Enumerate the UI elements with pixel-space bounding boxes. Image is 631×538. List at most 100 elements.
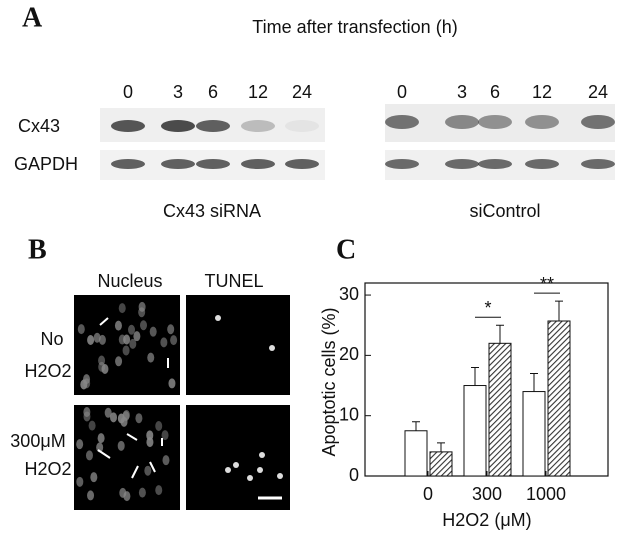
bar	[547, 320, 571, 477]
nucleus	[139, 320, 147, 331]
nucleus	[155, 421, 163, 432]
band	[196, 159, 230, 169]
nucleus	[77, 324, 85, 335]
nucleus	[117, 440, 125, 451]
nucleus	[118, 334, 126, 345]
x-axis-label: H2O2 (μM)	[442, 510, 531, 530]
x-tick-label: 300	[472, 484, 502, 504]
band	[445, 115, 479, 129]
band	[111, 159, 145, 169]
nucleus	[83, 411, 91, 422]
band	[161, 120, 195, 132]
x-tick-label: 0	[423, 484, 433, 504]
band	[581, 159, 615, 169]
band	[285, 120, 319, 132]
band	[161, 159, 195, 169]
band	[478, 159, 512, 169]
nucleus	[146, 437, 154, 448]
bar	[404, 430, 428, 477]
nucleus	[83, 378, 91, 389]
tunel-spot	[225, 467, 231, 473]
panel-label: C	[336, 234, 356, 265]
tunel-spot	[215, 315, 221, 321]
lane-label: 24	[292, 82, 312, 102]
row-label: No	[40, 329, 63, 349]
lane-label: 3	[457, 82, 467, 102]
nucleus	[161, 430, 169, 441]
nucleus	[129, 338, 137, 349]
group-label: Cx43 siRNA	[163, 201, 261, 221]
tunel-spot	[233, 462, 239, 468]
nucleus	[76, 476, 84, 487]
nucleus	[138, 487, 146, 498]
column-label: TUNEL	[204, 271, 263, 291]
nucleus	[76, 439, 84, 450]
nucleus	[123, 491, 131, 502]
band	[478, 115, 512, 129]
nucleus	[147, 352, 155, 363]
band	[581, 115, 615, 129]
lane-label: 6	[490, 82, 500, 102]
band	[241, 159, 275, 169]
lane-label: 24	[588, 82, 608, 102]
nucleus	[93, 332, 101, 343]
nucleus	[118, 303, 126, 314]
nucleus	[133, 331, 141, 342]
band	[196, 120, 230, 132]
significance: **	[540, 274, 554, 294]
nucleus	[170, 335, 178, 346]
nucleus	[87, 334, 95, 345]
micrograph	[186, 295, 290, 395]
error-bar	[437, 442, 445, 452]
nucleus	[135, 413, 143, 424]
band	[445, 159, 479, 169]
nucleus	[128, 324, 136, 335]
lane-label: 0	[123, 82, 133, 102]
band	[385, 115, 419, 129]
lane-label: 3	[173, 82, 183, 102]
nucleus	[160, 337, 168, 348]
nucleus	[90, 472, 98, 483]
bar	[429, 451, 453, 477]
x-tick-label: 1000	[526, 484, 566, 504]
tunel-spot	[259, 452, 265, 458]
row-label: H2O2	[24, 459, 71, 479]
column-label: Nucleus	[97, 271, 162, 291]
nucleus	[167, 324, 175, 335]
arrow	[99, 317, 109, 326]
blot	[385, 104, 615, 142]
arrow	[126, 433, 138, 441]
bar	[522, 391, 546, 477]
y-tick-label: 10	[339, 404, 359, 424]
bar	[463, 385, 487, 477]
band	[525, 115, 559, 129]
band	[241, 120, 275, 132]
band	[525, 159, 559, 169]
y-axis-label: Apoptotic cells (%)	[319, 307, 339, 456]
tunel-spot	[247, 475, 253, 481]
panel-label: A	[22, 2, 43, 33]
y-tick-label: 0	[349, 465, 359, 485]
nucleus	[122, 345, 130, 356]
arrow	[131, 465, 139, 479]
lane-label: 12	[532, 82, 552, 102]
lane-label: 0	[397, 82, 407, 102]
nucleus	[114, 320, 122, 331]
nucleus	[87, 490, 95, 501]
nucleus	[168, 378, 176, 389]
row-label: GAPDH	[14, 154, 78, 174]
row-label: 300μM	[10, 431, 65, 451]
nucleus	[104, 407, 112, 418]
band	[385, 159, 419, 169]
error-bar	[555, 300, 563, 321]
nucleus	[155, 485, 163, 496]
nucleus	[144, 465, 152, 476]
lane-label: 12	[248, 82, 268, 102]
error-bar	[530, 372, 538, 392]
panel-label: B	[28, 234, 47, 265]
band	[111, 120, 145, 132]
micrograph	[186, 405, 290, 510]
bar	[488, 342, 512, 477]
nucleus	[115, 356, 123, 367]
error-bar	[412, 421, 420, 431]
